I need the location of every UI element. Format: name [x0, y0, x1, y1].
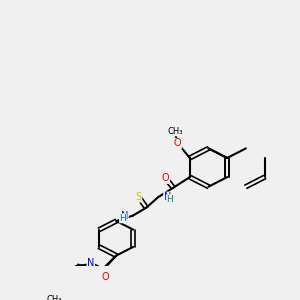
Text: O: O — [102, 272, 109, 282]
Text: CH₃: CH₃ — [167, 127, 182, 136]
Text: O: O — [174, 138, 182, 148]
Text: O: O — [162, 173, 169, 183]
Text: N: N — [164, 192, 171, 202]
Text: S: S — [136, 192, 142, 202]
Text: H: H — [166, 195, 173, 204]
Text: N: N — [121, 211, 128, 221]
Text: CH₃: CH₃ — [47, 296, 62, 300]
Text: H: H — [119, 214, 126, 223]
Text: N: N — [87, 258, 94, 268]
